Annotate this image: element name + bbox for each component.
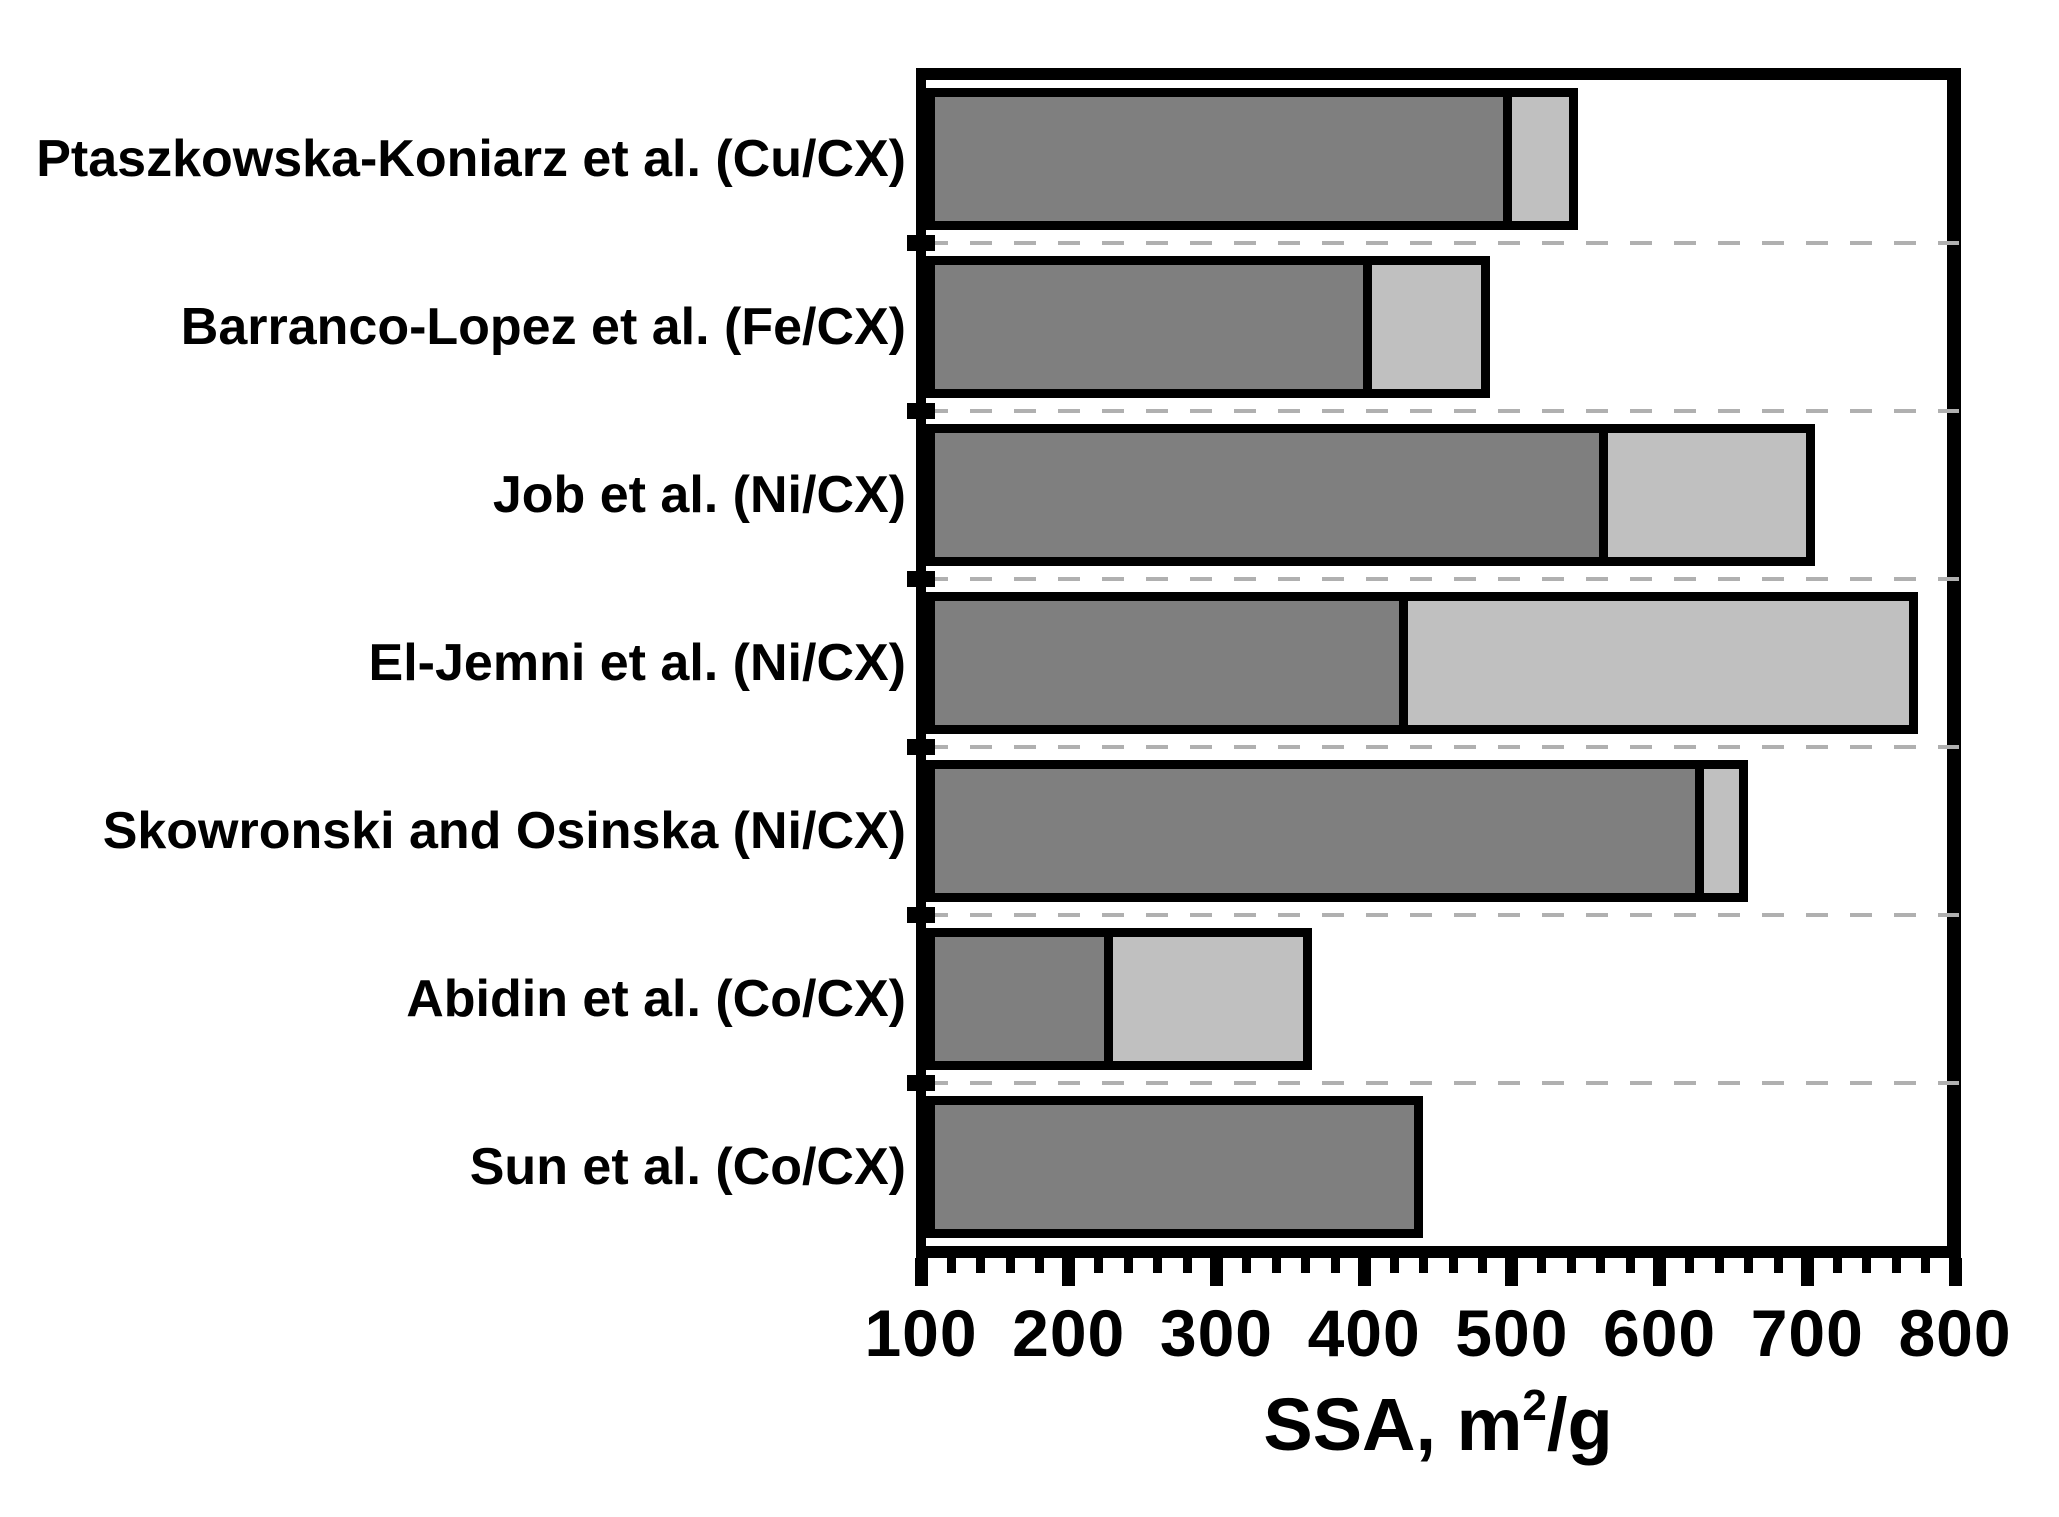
x-tick-minor: [1832, 1258, 1842, 1273]
x-tick-minor: [976, 1258, 986, 1273]
grid-line: [926, 409, 1959, 413]
x-tick-minor: [1035, 1258, 1045, 1273]
bar-segment-light: [1362, 256, 1490, 398]
bar-segment-light: [1399, 592, 1919, 734]
bar-segment-light: [1694, 760, 1749, 902]
x-tick-label: 700: [1750, 1296, 1864, 1370]
bar-segment-light: [1104, 928, 1313, 1070]
grid-line: [926, 577, 1959, 581]
x-tick-minor: [1419, 1258, 1429, 1273]
x-tick-major: [1062, 1258, 1076, 1286]
x-tick-label: 100: [864, 1296, 978, 1370]
x-axis-title-superscript: 2: [1522, 1381, 1547, 1430]
x-tick-minor: [1301, 1258, 1311, 1273]
x-tick-major: [914, 1258, 928, 1286]
grid-line: [926, 745, 1959, 749]
x-tick-minor: [1773, 1258, 1783, 1273]
bar-segment-light: [1598, 424, 1815, 566]
x-tick-minor: [1241, 1258, 1251, 1273]
x-tick-label: 800: [1898, 1296, 2012, 1370]
x-tick-minor: [1182, 1258, 1192, 1273]
x-tick-minor: [1153, 1258, 1163, 1273]
grid-line: [926, 913, 1959, 917]
x-tick-minor: [1330, 1258, 1340, 1273]
x-tick-minor: [946, 1258, 956, 1273]
x-tick-label: 300: [1159, 1296, 1273, 1370]
category-label: Abidin et al. (Co/CX): [406, 970, 906, 1028]
x-tick-minor: [1921, 1258, 1931, 1273]
category-label: Ptaszkowska-Koniarz et al. (Cu/CX): [36, 130, 906, 188]
bar-segment-dark: [926, 424, 1608, 566]
grid-line: [926, 241, 1959, 245]
x-axis-title-suffix: /g: [1546, 1383, 1613, 1466]
x-tick-minor: [1448, 1258, 1458, 1273]
y-axis-tick: [907, 1075, 935, 1091]
x-tick-label: 400: [1307, 1296, 1421, 1370]
x-tick-minor: [1891, 1258, 1901, 1273]
x-tick-minor: [1478, 1258, 1488, 1273]
category-label: Job et al. (Ni/CX): [492, 466, 906, 524]
x-tick-minor: [1744, 1258, 1754, 1273]
bar-segment-dark: [926, 760, 1704, 902]
x-axis-title-text: SSA, m: [1263, 1383, 1523, 1466]
bar-segment-dark: [926, 256, 1372, 398]
x-tick-minor: [1271, 1258, 1281, 1273]
x-tick-label: 500: [1455, 1296, 1569, 1370]
x-tick-major: [1357, 1258, 1371, 1286]
x-tick-major: [1505, 1258, 1519, 1286]
x-tick-minor: [1094, 1258, 1104, 1273]
y-axis-tick: [907, 571, 935, 587]
x-tick-minor: [1596, 1258, 1606, 1273]
x-tick-minor: [1566, 1258, 1576, 1273]
category-label: Barranco-Lopez et al. (Fe/CX): [180, 298, 906, 356]
y-axis-tick: [907, 235, 935, 251]
bar-segment-dark: [926, 592, 1409, 734]
y-axis-tick: [907, 907, 935, 923]
category-label: Sun et al. (Co/CX): [469, 1138, 906, 1196]
category-label: Skowronski and Osinska (Ni/CX): [102, 802, 906, 860]
x-tick-minor: [1862, 1258, 1872, 1273]
x-tick-minor: [1714, 1258, 1724, 1273]
bar-segment-dark: [926, 1096, 1424, 1238]
category-label: El-Jemni et al. (Ni/CX): [368, 634, 906, 692]
x-tick-minor: [1005, 1258, 1015, 1273]
x-tick-minor: [1537, 1258, 1547, 1273]
x-tick-minor: [1123, 1258, 1133, 1273]
x-tick-minor: [1626, 1258, 1636, 1273]
y-axis-tick: [907, 403, 935, 419]
x-tick-label: 600: [1603, 1296, 1717, 1370]
x-tick-major: [1948, 1258, 1962, 1286]
grid-line: [926, 1081, 1959, 1085]
x-tick-major: [1653, 1258, 1667, 1286]
x-tick-label: 200: [1012, 1296, 1126, 1370]
y-axis-tick: [907, 739, 935, 755]
x-axis-title: SSA, m2/g: [1263, 1381, 1612, 1473]
x-tick-major: [1209, 1258, 1223, 1286]
x-tick-major: [1800, 1258, 1814, 1286]
bar-segment-dark: [926, 88, 1512, 230]
bar-segment-dark: [926, 928, 1114, 1070]
bar-segment-light: [1502, 88, 1579, 230]
x-tick-minor: [1389, 1258, 1399, 1273]
x-tick-minor: [1685, 1258, 1695, 1273]
